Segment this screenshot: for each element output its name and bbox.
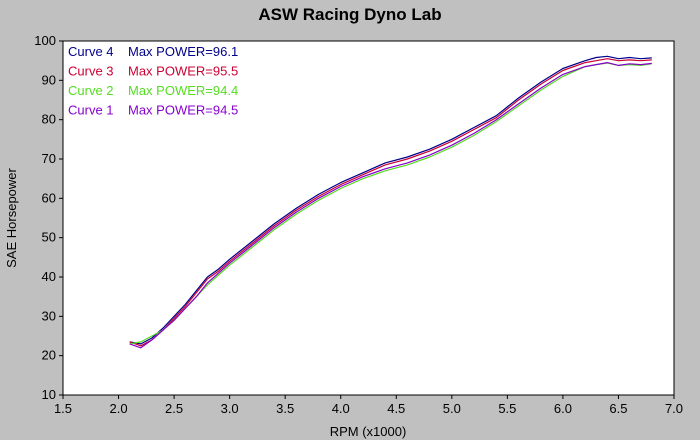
chart-title: ASW Racing Dyno Lab	[258, 5, 441, 24]
x-tick-label: 6.5	[609, 401, 627, 416]
legend-entry-max: Max POWER=94.4	[128, 83, 238, 98]
series-lines	[129, 55, 652, 349]
y-axis-label: SAE Horsepower	[4, 167, 19, 267]
series-line-curve-1	[129, 61, 652, 349]
series-line-curve-3	[129, 58, 652, 347]
x-tick-label: 5.5	[498, 401, 516, 416]
plot-area	[62, 40, 675, 396]
x-tick-label: 3.5	[276, 401, 294, 416]
legend-entry-max: Max POWER=95.5	[128, 64, 238, 79]
y-tick-label: 40	[42, 269, 56, 284]
y-tick-label: 90	[42, 72, 56, 87]
x-tick-label: 2.5	[165, 401, 183, 416]
x-axis-label: RPM (x1000)	[330, 424, 407, 439]
y-tick-label: 10	[42, 387, 56, 402]
legend-entry-name: Curve 4	[68, 44, 114, 59]
x-tick-label: 6.0	[554, 401, 572, 416]
legend-entry-max: Max POWER=96.1	[128, 44, 238, 59]
legend-entry-name: Curve 3	[68, 64, 114, 79]
y-tick-label: 20	[42, 348, 56, 363]
x-tick-label: 5.0	[443, 401, 461, 416]
x-tick-label: 2.0	[110, 401, 128, 416]
y-axis: 10 20 30 40 50 60 70 80 90 100	[34, 33, 63, 402]
series-line-curve-4	[129, 55, 652, 345]
y-tick-label: 80	[42, 112, 56, 127]
y-tick-label: 60	[42, 190, 56, 205]
y-tick-label: 70	[42, 151, 56, 166]
y-tick-label: 50	[42, 230, 56, 245]
x-axis: 1.5 2.0 2.5 3.0 3.5 4.0 4.5 5.0 5.5 6.0 6.5 7.0	[54, 395, 683, 416]
x-tick-label: 4.0	[332, 401, 350, 416]
x-tick-label: 4.5	[387, 401, 405, 416]
legend-entry-name: Curve 2	[68, 83, 114, 98]
x-tick-label: 1.5	[54, 401, 72, 416]
y-tick-label: 30	[42, 308, 56, 323]
legend-entry-max: Max POWER=94.5	[128, 103, 238, 118]
x-tick-label: 3.0	[221, 401, 239, 416]
x-tick-label: 7.0	[665, 401, 683, 416]
legend: Curve 4 Max POWER=96.1 Curve 3 Max POWER=95…	[68, 44, 238, 118]
y-tick-label: 100	[34, 33, 56, 48]
legend-entry-name: Curve 1	[68, 103, 114, 118]
